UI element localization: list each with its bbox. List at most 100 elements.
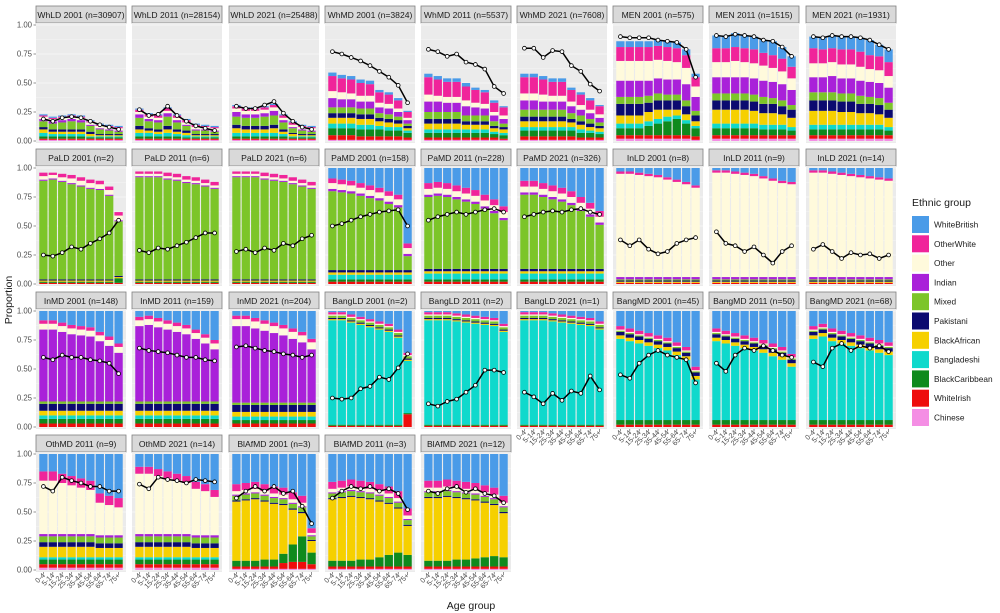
bar-segment-whiteirish-55-64 [480, 137, 489, 140]
bar-segment-bangladeshi-55-64 [191, 557, 200, 560]
bar-segment-chinese-25-34 [548, 139, 557, 141]
trend-point-5-14 [435, 491, 441, 496]
bar-segment-otherwhite-45-54 [86, 179, 95, 184]
bar-segment-mixed-5-14 [625, 333, 634, 335]
bar-segment-whitebritish-5-14 [529, 73, 538, 78]
bar-segment-pakistani-55-64 [672, 348, 681, 352]
bar-segment-bangladeshi-75+ [114, 557, 123, 560]
bar-segment-whitebritish-5-14 [721, 168, 730, 171]
bar-segment-blackafrican-35-44 [653, 281, 663, 283]
bar-segment-mixed-35-44 [461, 317, 471, 321]
bar-segment-mixed-55-64 [768, 98, 777, 104]
bar-segment-mixed-45-54 [375, 200, 384, 271]
bar-segment-pakistani-0-4 [712, 100, 721, 110]
bar-segment-whiteirish-45-54 [279, 563, 288, 569]
bar-segment-indian-55-64 [191, 338, 200, 402]
bar-segment-other-75+ [307, 342, 316, 350]
bar-segment-whiteirish-35-44 [749, 424, 759, 427]
bar-segment-mixed-5-14 [144, 401, 153, 404]
bar-segment-other-45-54 [663, 341, 672, 343]
bar-segment-whiteirish-5-14 [433, 281, 442, 284]
bar-segment-whiteirish-65-74 [586, 137, 595, 140]
trend-point-5-14 [50, 357, 56, 363]
bar-segment-blackafrican-55-64 [384, 330, 393, 332]
bar-segment-blackafrican-55-64 [95, 280, 104, 282]
bar-segment-other-15-24 [154, 476, 163, 535]
bar-segment-indian-35-44 [172, 331, 182, 402]
bar-segment-whitebritish-65-74 [201, 454, 210, 485]
bar-segment-otherwhite-5-14 [48, 320, 57, 324]
bar-segment-whiteirish-0-4 [232, 282, 241, 284]
bar-segment-otherwhite-0-4 [39, 172, 48, 177]
bar-segment-other-15-24 [251, 110, 260, 115]
y-tick-label: 1.00 [17, 21, 33, 30]
bar-segment-whitebritish-65-74 [394, 311, 403, 330]
bar-segment-mixed-45-54 [471, 115, 480, 122]
bar-segment-indian-25-34 [644, 277, 653, 280]
bar-segment-mixed-25-34 [67, 184, 76, 280]
bar-segment-otherwhite-15-24 [731, 333, 740, 337]
trend-point-15-24 [59, 115, 65, 121]
bar-segment-blackafrican-25-34 [740, 109, 749, 124]
trend-point-35-44 [367, 212, 373, 217]
bar-segment-whitebritish-25-34 [837, 36, 846, 50]
bar-segment-pakistani-45-54 [375, 327, 384, 329]
bar-segment-mixed-25-34 [548, 109, 557, 117]
bar-segment-blackafrican-5-14 [529, 121, 538, 128]
bar-segment-blackafrican-55-64 [384, 122, 393, 128]
bar-segment-indian-35-44 [76, 534, 86, 537]
bar-segment-otherwhite-45-54 [759, 52, 768, 66]
bar-segment-whiteirish-15-24 [58, 564, 67, 568]
bar-segment-other-15-24 [347, 185, 356, 192]
bar-segment-blackcaribbean-0-4 [39, 418, 48, 424]
trend-point-15-24 [829, 33, 835, 38]
bar-segment-pakistani-35-44 [172, 542, 182, 547]
bar-segment-pakistani-35-44 [846, 338, 856, 343]
bar-segment-pakistani-65-74 [586, 268, 595, 272]
bar-segment-other-5-14 [721, 62, 730, 78]
bar-segment-whitebritish-45-54 [182, 454, 191, 477]
bar-segment-otherwhite-55-64 [191, 481, 200, 489]
bar-segment-bangladeshi-25-34 [740, 348, 749, 421]
bar-segment-whiteirish-65-74 [490, 281, 499, 284]
bar-segment-pakistani-0-4 [232, 500, 241, 502]
bar-segment-mixed-75+ [787, 279, 796, 281]
bar-segment-whiteirish-0-4 [135, 282, 144, 284]
bar-segment-other-75+ [595, 114, 604, 118]
bar-segment-pakistani-25-34 [837, 336, 846, 340]
bar-segment-whiteirish-35-44 [76, 564, 86, 568]
trend-point-15-24 [829, 249, 835, 254]
bar-segment-mixed-65-74 [394, 502, 403, 508]
bar-segment-bangladeshi-75+ [499, 273, 508, 280]
bar-segment-other-45-54 [856, 66, 865, 81]
bar-segment-blackcaribbean-15-24 [58, 559, 67, 565]
bar-segment-bangladeshi-5-14 [818, 336, 827, 421]
bar-segment-chinese-75+ [499, 139, 508, 141]
bar-segment-mixed-55-64 [865, 342, 874, 344]
bar-segment-otherwhite-5-14 [818, 49, 827, 64]
bar-segment-bangladeshi-45-54 [759, 352, 768, 421]
bar-segment-otherwhite-65-74 [394, 329, 403, 332]
bar-segment-pakistani-75+ [787, 109, 796, 118]
bar-segment-other-15-24 [58, 177, 67, 181]
bar-segment-whiteirish-55-64 [288, 138, 297, 140]
bar-segment-chinese-65-74 [490, 139, 499, 141]
bar-segment-pakistani-5-14 [337, 496, 346, 499]
bar-segment-chinese-45-54 [759, 138, 768, 141]
bar-segment-chinese-15-24 [58, 139, 67, 141]
trend-point-15-24 [59, 474, 65, 480]
bar-segment-whiteirish-75+ [499, 281, 508, 284]
bar-segment-blackafrican-25-34 [740, 281, 749, 283]
bar-segment-other-55-64 [480, 200, 489, 207]
bar-segment-otherwhite-65-74 [586, 317, 595, 321]
bar-segment-other-65-74 [394, 331, 403, 334]
bar-segment-blackafrican-75+ [210, 280, 219, 282]
bar-segment-blackcaribbean-75+ [114, 418, 123, 424]
bar-segment-blackcaribbean-75+ [307, 552, 316, 565]
bar-segment-indian-25-34 [548, 101, 557, 110]
panel-pamd-2011-n-228: PaMD 2011 (n=228) [420, 148, 512, 286]
bar-segment-bangladeshi-35-44 [172, 134, 182, 137]
bar-segment-pakistani-75+ [884, 280, 893, 282]
bar-segment-pakistani-0-4 [424, 118, 433, 124]
bar-segment-other-55-64 [95, 335, 104, 342]
